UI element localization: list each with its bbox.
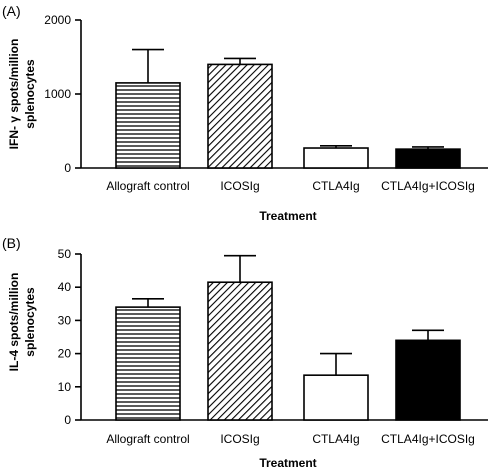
panel-a-y-tick-label: 0	[64, 161, 71, 175]
panel-a-bar	[115, 82, 181, 169]
panel-a-category-label: CTLA4Ig+ICOSIg	[381, 179, 475, 193]
panel-b-y-tick-label: 10	[58, 380, 72, 394]
panel-a-bar	[207, 63, 273, 169]
panel-b-bar	[207, 281, 273, 421]
panel-b-category-label: CTLA4Ig	[312, 432, 359, 446]
panel-a-ylabel-line1: IFN- γ spots/million	[7, 39, 21, 150]
panel-a-category-label: ICOSIg	[220, 179, 259, 193]
panel-a-y-tick-label: 2000	[44, 13, 71, 27]
panel-b-category-label: Allograft control	[106, 432, 189, 446]
panel-b-y-tick-label: 40	[58, 280, 72, 294]
panel-b-label: (B)	[2, 235, 21, 251]
panel-a-ylabel-line2: splenocytes	[23, 59, 37, 129]
panel-b-category-label: ICOSIg	[220, 432, 259, 446]
panel-a-category-label: CTLA4Ig	[312, 179, 359, 193]
panel-b-y-tick-label: 50	[58, 247, 72, 261]
panel-a: (A) IFN- γ spots/million splenocytes 0 10…	[2, 3, 488, 223]
panel-b-category-label: CTLA4Ig+ICOSIg	[381, 432, 475, 446]
panel-b-xlabel: Treatment	[259, 456, 316, 470]
panel-b-plot: 0 10 20 30 40 50 Allograft control ICOSIg CTLA4I…	[58, 247, 488, 446]
panel-a-bar	[303, 147, 369, 169]
panel-a-y-tick-label: 1000	[44, 87, 71, 101]
panel-a-label: (A)	[2, 3, 21, 19]
panel-b-bar	[395, 339, 461, 421]
panel-b-bar	[303, 374, 369, 421]
panel-b-y-tick-label: 30	[58, 313, 72, 327]
panel-b-ylabel-line2: splenocytes	[23, 287, 37, 357]
panel-b: (B) IL-4 spots/million splenocytes 0 10 20…	[2, 235, 488, 470]
panel-b-y-tick-label: 20	[58, 347, 72, 361]
panel-a-xlabel: Treatment	[259, 209, 316, 223]
panel-a-category-label: Allograft control	[106, 179, 189, 193]
panel-b-ylabel-line1: IL-4 spots/million	[7, 273, 21, 372]
panel-a-plot: 0 1000 2000 Allograft control ICOSIg CTLA4Ig C…	[44, 13, 488, 193]
panel-a-bar	[395, 148, 461, 169]
panel-b-y-tick-label: 0	[64, 413, 71, 427]
panel-b-bar	[115, 306, 181, 421]
